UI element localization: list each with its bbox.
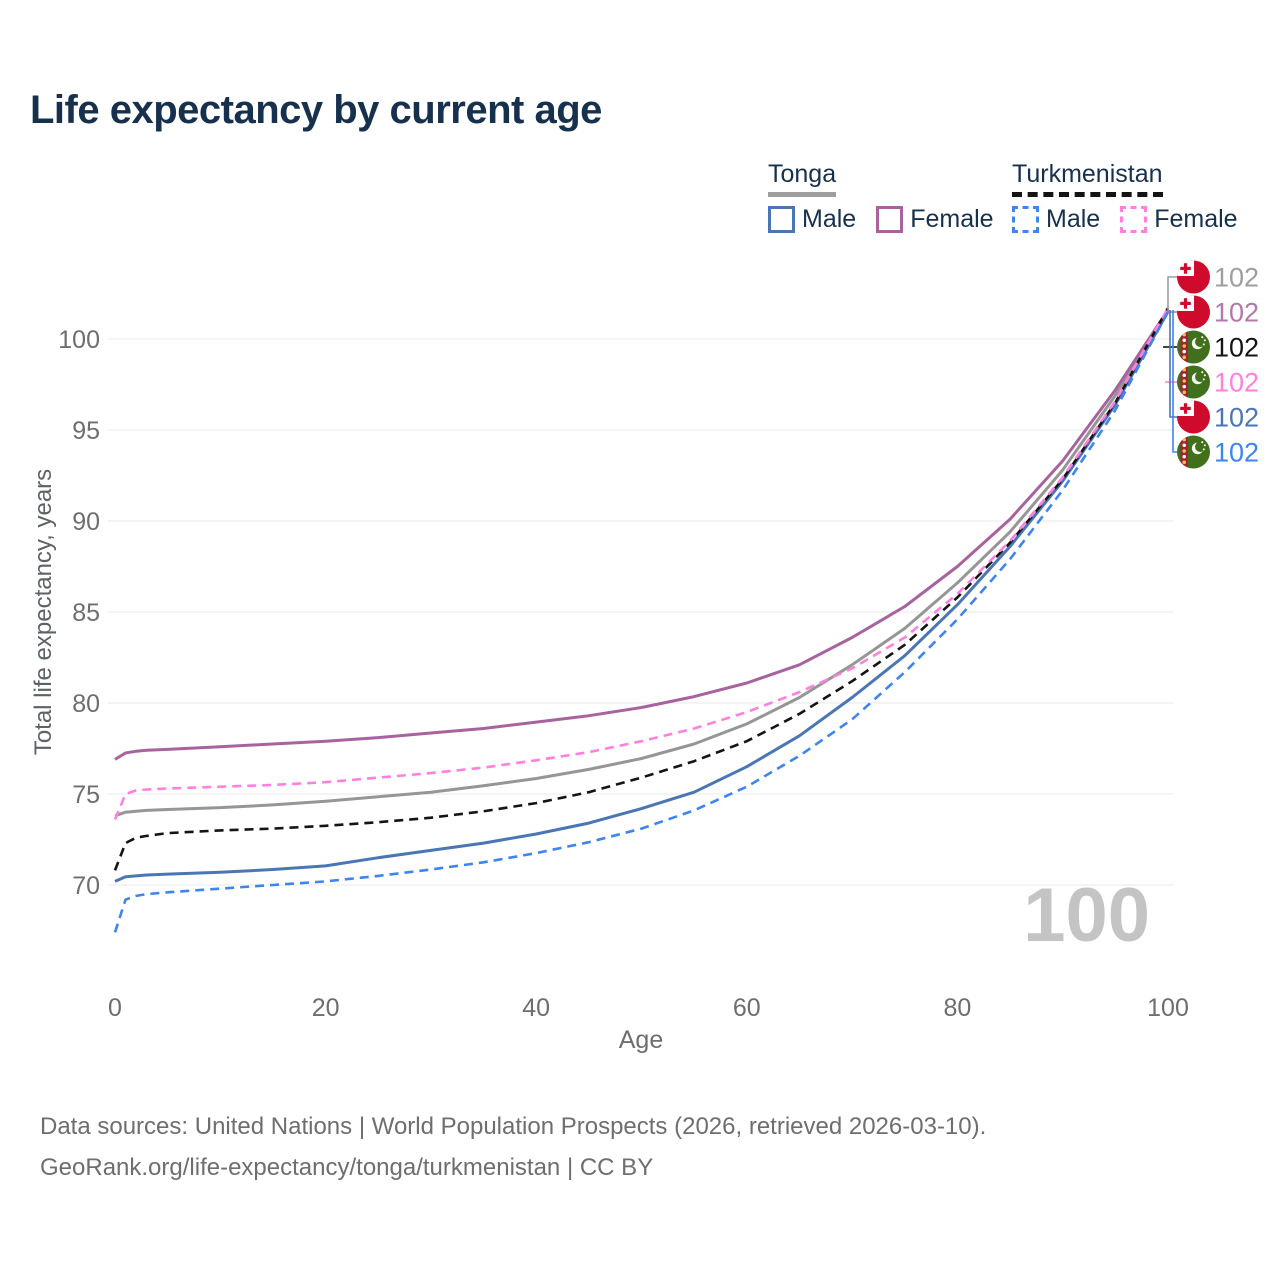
legend-group-tonga: Tonga Male Female (768, 160, 994, 234)
end-value-label: 102 (1214, 402, 1259, 432)
legend-item-turkmenistan-male[interactable]: Male (1012, 205, 1100, 234)
series-line-tonga-male (114, 310, 1170, 883)
series-line-turkmenistan-both-sexes (113, 307, 1170, 871)
legend-item-label: Female (1154, 205, 1238, 233)
turkmenistan-female-swatch-icon (1120, 206, 1148, 233)
tonga-flag-icon (1177, 296, 1210, 329)
x-axis-title: Age (618, 1026, 664, 1054)
end-value-label: 102 (1214, 332, 1259, 362)
x-tick-label-40: 40 (522, 994, 550, 1022)
end-value-label: 102 (1214, 297, 1259, 327)
end-value-label: 102 (1214, 367, 1259, 397)
series-line-tonga-both-sexes (114, 309, 1170, 818)
tonga-male-swatch-icon (768, 206, 795, 233)
legend-item-tonga-male[interactable]: Male (768, 205, 856, 234)
x-tick-label-60: 60 (733, 994, 761, 1022)
age-counter-watermark: 100 (1023, 873, 1150, 958)
tonga-female-swatch-icon (876, 206, 904, 233)
legend-item-label: Male (802, 205, 857, 233)
tonga-flag-icon (1177, 261, 1210, 294)
leader-line (1172, 310, 1177, 453)
turkmenistan-flag-icon (1177, 436, 1210, 469)
leader-line (1167, 310, 1177, 313)
y-axis-title: Total life expectancy, years (30, 468, 57, 756)
footer: Data sources: United Nations | World Pop… (40, 1106, 986, 1188)
y-tick-label-75: 75 (72, 781, 100, 809)
x-tick-label-100: 100 (1147, 994, 1189, 1022)
legend-country-turkmenistan[interactable]: Turkmenistan (1012, 160, 1163, 197)
page-title: Life expectancy by current age (30, 88, 602, 132)
footer-data-sources: Data sources: United Nations | World Pop… (40, 1113, 987, 1140)
y-tick-label-80: 80 (72, 690, 100, 718)
y-tick-label-100: 100 (58, 326, 100, 354)
leader-line (1169, 310, 1177, 418)
tonga-flag-icon (1177, 401, 1210, 434)
x-tick-label-80: 80 (943, 994, 971, 1022)
leader-line (1167, 276, 1177, 310)
y-tick-label-90: 90 (72, 508, 100, 536)
legend-country-tonga[interactable]: Tonga (768, 160, 837, 197)
y-tick-label-70: 70 (72, 872, 100, 900)
y-tick-label-95: 95 (72, 417, 100, 445)
end-value-label: 102 (1214, 437, 1259, 467)
legend-item-label: Male (1046, 205, 1101, 233)
turkmenistan-male-swatch-icon (1012, 206, 1039, 233)
series-line-tonga-female (114, 309, 1170, 761)
footer-attribution: GeoRank.org/life-expectancy/tonga/turkme… (40, 1154, 654, 1181)
series-line-turkmenistan-female (113, 307, 1170, 820)
series-line-turkmenistan-male (113, 311, 1170, 933)
x-tick-label-0: 0 (108, 994, 122, 1022)
y-tick-label-85: 85 (72, 599, 100, 627)
legend-item-tonga-female[interactable]: Female (876, 205, 994, 234)
legend-group-turkmenistan: Turkmenistan Male Female (1012, 160, 1238, 234)
x-tick-label-20: 20 (312, 994, 340, 1022)
turkmenistan-flag-icon (1177, 366, 1210, 399)
legend-item-turkmenistan-female[interactable]: Female (1120, 205, 1238, 234)
legend-item-label: Female (910, 205, 994, 233)
turkmenistan-flag-icon (1177, 331, 1210, 364)
end-value-label: 102 (1214, 262, 1259, 292)
